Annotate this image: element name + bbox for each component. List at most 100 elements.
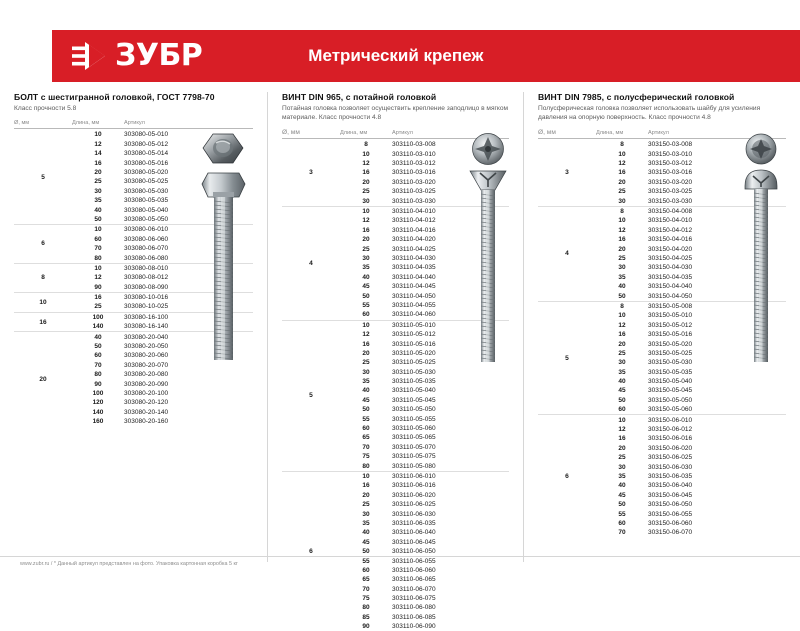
cell-article: 303110-03-010 — [392, 150, 436, 158]
cell-article: 303150-06-025 — [648, 454, 693, 462]
cell-length: 40 — [618, 378, 626, 386]
cell-article: 303150-03-012 — [648, 160, 693, 168]
cell-article: 303080-10-016 — [124, 294, 169, 302]
cell-length: 12 — [362, 217, 370, 225]
table-row: 160 303080-20-160 — [14, 417, 253, 426]
cell-article: 303150-04-008 — [648, 208, 693, 216]
table-row: 6 10 303150-06-010 — [538, 415, 786, 480]
table-row: 12 303080-05-012 — [14, 140, 253, 149]
cell-article: 303110-06-075 — [392, 595, 436, 603]
cell-length: 60 — [618, 519, 626, 527]
col-header-length: Длина, мм — [596, 129, 648, 140]
cell-article: 303150-05-040 — [648, 378, 693, 386]
cell-article: 303110-06-020 — [392, 491, 436, 499]
cell-article: 303110-05-020 — [392, 349, 436, 357]
table-row: 3 8 303110-03-008 — [282, 138, 509, 207]
cell-length: 35 — [362, 264, 370, 272]
table-row: 35 303110-04-035 — [282, 263, 509, 272]
cell-length: 20 — [618, 444, 626, 452]
cell-article: 303150-05-008 — [648, 302, 693, 310]
cell-article: 303110-04-010 — [392, 208, 436, 216]
cell-length: 25 — [72, 302, 124, 313]
cell-article: 303150-03-016 — [648, 169, 693, 177]
cell-length: 10 — [94, 226, 102, 234]
cell-article: 303080-20-160 — [124, 418, 169, 426]
table-row: 25 303110-06-025 — [282, 500, 509, 509]
cell-article: 303110-04-045 — [392, 283, 436, 291]
cell-length: 75 — [362, 595, 370, 603]
cell-article: 303080-20-140 — [124, 408, 169, 416]
table-row: 25 303150-06-025 — [538, 453, 786, 462]
cell-article: 303110-03-020 — [392, 178, 436, 186]
cell-article: 303080-20-090 — [124, 380, 169, 388]
cell-article: 303080-20-040 — [124, 333, 169, 341]
cell-length: 40 — [618, 283, 626, 291]
cell-article: 303150-05-050 — [648, 396, 693, 404]
parts-table: Ø, мм Длина, мм Артикул 3 8 303150-03-008 1… — [538, 129, 786, 537]
cell-article: 303150-05-016 — [648, 331, 693, 339]
cell-length: 30 — [362, 255, 370, 262]
cell-length: 10 — [362, 150, 370, 158]
cell-article: 303110-06-065 — [392, 576, 436, 584]
cell-length: 25 — [94, 178, 102, 186]
cell-article: 303110-04-060 — [392, 310, 509, 321]
cell-article: 303110-05-070 — [392, 443, 436, 451]
product-title: БОЛТ с шестигранной головкой, ГОСТ 7798-… — [14, 92, 215, 102]
cell-article: 303150-04-030 — [648, 264, 693, 272]
table-row: 20 303080-05-020 — [14, 168, 253, 177]
cell-length: 10 — [618, 217, 626, 225]
cell-length: 50 — [94, 343, 102, 351]
cell-length: 60 — [340, 310, 392, 321]
table-row: 40 303080-05-040 — [14, 205, 253, 214]
cell-article: 303150-03-030 — [648, 196, 786, 207]
parts-table: Ø, мм Длина, мм Артикул 3 8 303110-03-008 1… — [282, 129, 509, 631]
table-row: 80 303080-20-080 — [14, 370, 253, 379]
cell-length: 35 — [94, 197, 102, 205]
cell-article: 303110-06-010 — [392, 472, 436, 480]
cell-length: 35 — [362, 519, 370, 527]
cell-length: 50 — [362, 292, 370, 300]
cell-length: 30 — [618, 264, 626, 272]
cell-length: 12 — [618, 426, 626, 434]
col-header-length: Длина, мм — [72, 120, 124, 130]
table-row: 30 303110-04-030 — [282, 254, 509, 263]
table-row: 10 303110-03-010 — [282, 150, 509, 159]
cell-length: 40 — [94, 206, 102, 214]
cell-length: 55 — [362, 415, 370, 423]
cell-length: 8 — [620, 141, 624, 149]
cell-article: 303150-04-035 — [648, 273, 693, 281]
cell-article: 303080-20-060 — [124, 352, 169, 360]
cell-length: 12 — [618, 226, 626, 234]
cell-length: 55 — [362, 557, 370, 565]
col-header-length: Длина, мм — [340, 129, 392, 140]
cell-article: 303080-05-035 — [124, 197, 169, 205]
cell-length: 65 — [362, 434, 370, 442]
cell-length: 140 — [92, 408, 104, 416]
cell-length: 40 — [94, 333, 102, 341]
cell-article: 303150-05-045 — [648, 387, 693, 395]
cell-article: 303110-06-030 — [392, 510, 436, 518]
table-row: 35 303080-05-035 — [14, 196, 253, 205]
cell-length: 70 — [618, 529, 626, 537]
table-row: 50 303080-20-050 — [14, 342, 253, 351]
cell-article: 303110-06-025 — [392, 501, 436, 509]
cell-article: 303110-03-012 — [392, 160, 436, 168]
parts-table: Ø, мм Длина, мм Артикул 5 10 303080-05-010… — [14, 120, 253, 426]
cell-article: 303080-20-070 — [124, 361, 169, 369]
cell-length: 12 — [618, 321, 626, 329]
product-title: ВИНТ DIN 965, с потайной головкой — [282, 92, 437, 102]
cell-length: 20 — [618, 340, 626, 348]
table-row: 5 10 303110-05-010 — [282, 320, 509, 472]
table-row: 16 303080-05-016 — [14, 158, 253, 167]
website-url[interactable]: www.zubr.ru — [20, 561, 50, 567]
cell-diameter: 8 — [14, 263, 72, 293]
product-description: Потайная головка позволяет осуществить к… — [282, 105, 509, 122]
parts-table-body: 3 8 303110-03-008 10 303110-03-010 12 303110-0… — [282, 138, 509, 631]
cell-length: 45 — [362, 538, 370, 546]
cell-article: 303150-05-010 — [648, 312, 693, 320]
cell-length: 50 — [618, 396, 626, 404]
table-header-row: Ø, мм Длина, мм Артикул — [538, 129, 786, 140]
cell-article: 303150-03-020 — [648, 178, 693, 186]
cell-length: 16 — [362, 340, 370, 348]
table-row: 12 303110-04-012 — [282, 216, 509, 225]
